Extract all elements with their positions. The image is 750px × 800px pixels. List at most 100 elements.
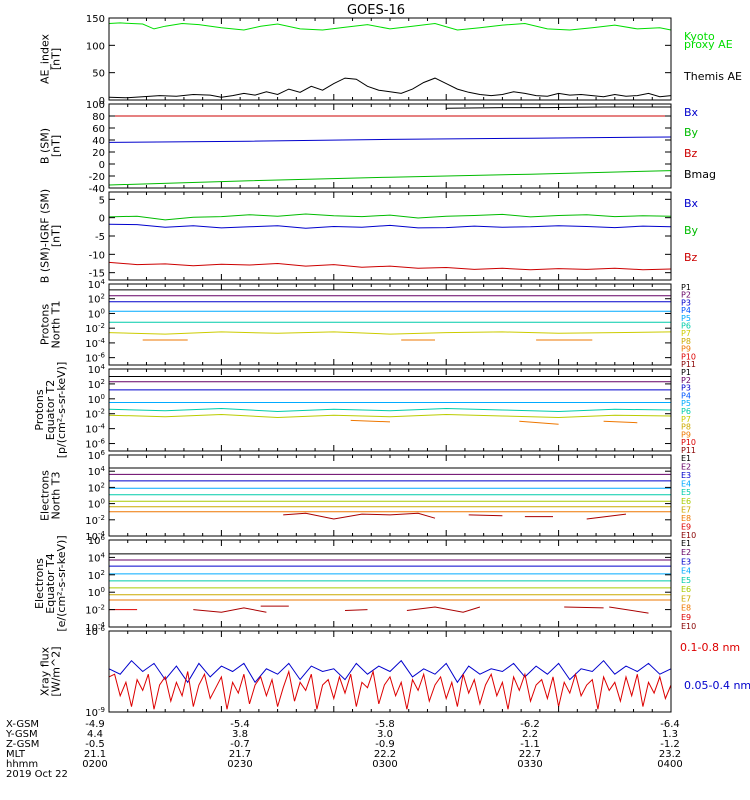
series-line [344, 609, 368, 611]
series-line [603, 420, 638, 424]
y-tick-label: -40 [89, 184, 105, 195]
x-row-value: 0400 [657, 759, 682, 770]
y-tick-label: 104 [88, 551, 106, 564]
y-axis-title: [nT] [50, 135, 63, 157]
legend-entry: E10 [681, 622, 696, 631]
y-tick-label: 102 [88, 569, 105, 582]
legend-entry: E9 [681, 522, 691, 531]
y-tick-label: 0 [99, 214, 105, 225]
panel-frame [108, 191, 672, 281]
series-line [468, 514, 503, 517]
legend-entry: P6 [681, 407, 691, 416]
x-row-label: X-GSM [6, 719, 39, 730]
y-tick-label: 10-4 [85, 621, 105, 634]
legend-entry: P8 [681, 423, 691, 432]
series-line [108, 407, 672, 413]
legend-entry: E4 [681, 567, 691, 576]
x-row-value: 4.4 [87, 729, 103, 740]
legend-entry: P4 [681, 306, 691, 315]
y-tick-label: 10-4 [85, 337, 105, 350]
legend-entry: P11 [681, 360, 696, 369]
y-tick-label: 100 [88, 393, 105, 406]
legend-entry: E1 [681, 454, 691, 463]
series-line [108, 136, 672, 143]
series-line [108, 77, 672, 99]
legend-entry: E2 [681, 463, 691, 472]
y-tick-label: 102 [88, 293, 105, 306]
y-axis-title: AE_index [39, 33, 52, 84]
legend-entry: P5 [681, 399, 691, 408]
x-row-label: MLT [6, 749, 26, 760]
legend-entry: P8 [681, 337, 691, 346]
series-line [609, 606, 649, 614]
legend-entry: P10 [681, 352, 696, 361]
series-line [446, 106, 671, 109]
y-tick-label: 100 [86, 100, 105, 111]
legend-entry: P7 [681, 329, 691, 338]
legend-entry: E1 [681, 539, 691, 548]
series-line [108, 223, 672, 229]
legend-entry: E8 [681, 604, 691, 613]
legend-entry: Bx [684, 106, 699, 119]
series-line [108, 170, 672, 186]
legend-entry: E6 [681, 585, 691, 594]
y-tick-label: 106 [88, 449, 106, 462]
legend-entry: Bmag [684, 168, 716, 181]
y-tick-label: 104 [88, 465, 106, 478]
series-line [108, 261, 672, 271]
x-axis-labels: X-GSM -4.9 -5.4 -5.8 -6.2 -6.4 Y-GSM 4.4 3.8 3.0 2… [5, 719, 683, 780]
x-row-value: 3.0 [377, 729, 393, 740]
x-row-value: -5.4 [230, 719, 250, 730]
panel-frame [108, 454, 672, 537]
x-row-value: 22.2 [374, 749, 396, 760]
x-row-value: 0230 [227, 759, 252, 770]
series-line [350, 419, 391, 423]
y-axis-title: North T3 [50, 472, 63, 520]
series-line [108, 413, 672, 419]
y-axis-title: [nT] [50, 225, 63, 247]
plot-date: 2019 Oct 22 [6, 769, 68, 780]
series-line [108, 659, 672, 684]
legend-entry: E10 [681, 531, 696, 540]
y-tick-label: 10-6 [85, 352, 105, 365]
legend-entry: E5 [681, 488, 691, 497]
x-row-value: 23.2 [659, 749, 681, 760]
x-row-value: 0300 [372, 759, 397, 770]
y-axis-title: [nT] [50, 48, 63, 70]
legend-entry: E7 [681, 594, 691, 603]
y-tick-label: 10-4 [85, 530, 105, 543]
legend-entry: P11 [681, 446, 696, 455]
y-tick-label: 100 [88, 307, 105, 320]
series-line [519, 420, 559, 425]
x-row-value: -5.8 [375, 719, 395, 730]
legend-entry: P1 [681, 368, 691, 377]
series-line [108, 22, 672, 31]
legend-entry: P5 [681, 314, 691, 323]
y-tick-label: 10-2 [85, 604, 105, 617]
series-line [193, 607, 267, 613]
legend-entry: P3 [681, 384, 691, 393]
series-line [406, 606, 481, 613]
panel-frame [108, 17, 672, 101]
legend-entry: E2 [681, 548, 691, 557]
x-row-value: -6.4 [660, 719, 680, 730]
legend-entry: P2 [681, 376, 691, 385]
legend-entry: P10 [681, 438, 696, 447]
legend-entry: By [684, 224, 699, 237]
y-tick-label: 100 [86, 41, 105, 52]
y-tick-label: 10-2 [85, 514, 105, 527]
y-tick-label: -15 [89, 269, 105, 280]
y-tick-label: 10-9 [85, 706, 105, 719]
y-tick-label: 102 [88, 378, 105, 391]
y-axis-title: North T1 [50, 301, 63, 349]
legend-entry: P9 [681, 345, 691, 354]
y-tick-label: -20 [89, 172, 105, 183]
legend-entry: P7 [681, 415, 691, 424]
y-tick-label: 102 [88, 481, 105, 494]
y-axis-title: B (SM) [39, 128, 52, 164]
x-row-label: Z-GSM [6, 739, 39, 750]
